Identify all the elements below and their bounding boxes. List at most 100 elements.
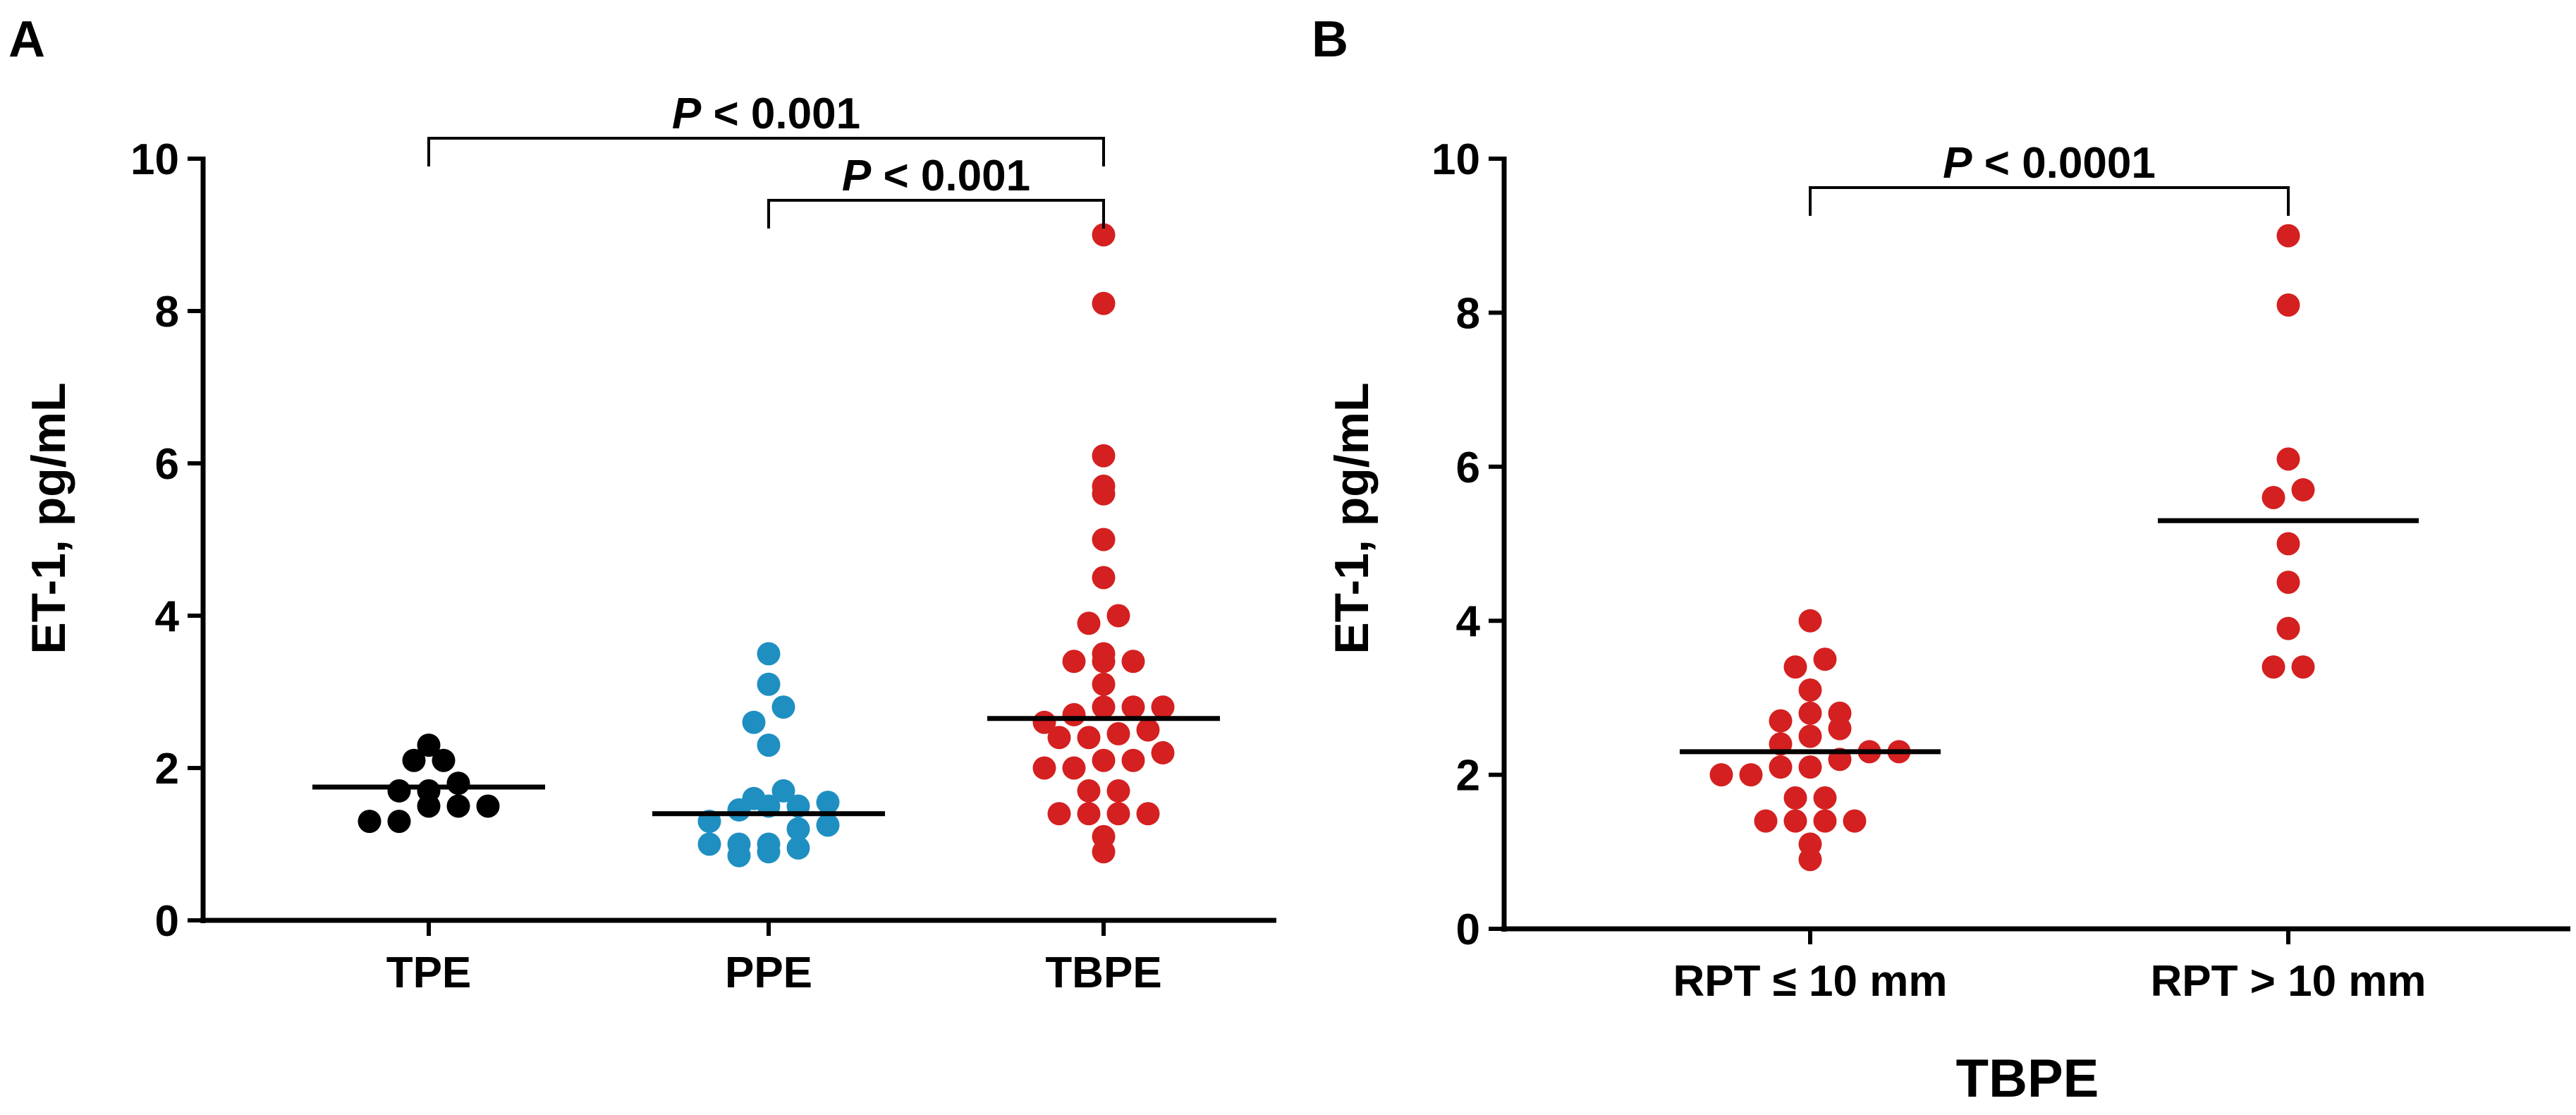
data-point <box>1754 809 1778 833</box>
significance-bracket <box>427 137 1105 166</box>
x-tick-label: RPT ≤ 10 mm <box>1673 957 1948 1006</box>
y-tick-label: 6 <box>155 440 179 489</box>
p-value-label: P < 0.0001 <box>1943 139 2156 188</box>
data-point <box>1709 763 1733 787</box>
data-point <box>1032 756 1056 780</box>
data-point <box>417 794 441 818</box>
panel-b-label: B <box>1312 11 1348 68</box>
data-point <box>1077 779 1101 803</box>
y-tick-label: 8 <box>155 288 179 336</box>
y-tick-label: 2 <box>155 745 179 793</box>
y-tick-label: 4 <box>1456 597 1481 646</box>
data-point <box>1106 779 1130 803</box>
data-point <box>1769 709 1793 733</box>
data-point <box>1077 611 1101 635</box>
data-point <box>1062 650 1086 674</box>
data-point <box>771 695 795 719</box>
y-tick-label: 10 <box>1432 135 1480 184</box>
p-value: < 0.0001 <box>1972 139 2156 188</box>
p-value: < 0.001 <box>701 90 860 138</box>
data-point <box>1092 840 1116 864</box>
data-point <box>1062 702 1086 726</box>
p-symbol: P <box>672 90 702 138</box>
data-point <box>2276 532 2300 556</box>
data-point <box>446 794 470 818</box>
y-tick-label: 2 <box>1456 752 1480 800</box>
data-point <box>757 672 781 696</box>
data-point <box>1092 482 1116 506</box>
data-point <box>1769 755 1793 779</box>
data-point <box>1121 650 1145 674</box>
data-point <box>2276 616 2300 640</box>
data-point <box>2276 447 2300 471</box>
panel-a-label: A <box>8 11 45 68</box>
data-point <box>446 772 470 796</box>
data-point <box>757 642 781 666</box>
panel-b: B ET-1, pg/mL TBPE 0 2 4 6 8 10 RPT ≤ 10 mm RPT… <box>1312 11 2570 1109</box>
data-point <box>1121 748 1145 772</box>
data-point <box>432 748 456 772</box>
data-point <box>1813 647 1837 671</box>
p-symbol: P <box>842 152 872 200</box>
data-point <box>1783 655 1807 679</box>
data-point <box>2276 571 2300 595</box>
data-point <box>1062 756 1086 780</box>
data-point <box>727 798 751 822</box>
data-point <box>1092 223 1116 247</box>
data-point <box>1092 566 1116 590</box>
y-tick-label: 8 <box>1456 289 1480 338</box>
data-point <box>1092 444 1116 468</box>
data-point <box>1092 528 1116 552</box>
p-value: < 0.001 <box>871 152 1030 200</box>
p-value-label: P < 0.001 <box>672 90 860 138</box>
x-tick-label: TPE <box>386 949 472 997</box>
data-point <box>1077 726 1101 750</box>
y-tick-label: 0 <box>155 897 179 946</box>
p-symbol: P <box>1943 139 1972 188</box>
data-point <box>1106 721 1130 745</box>
data-point <box>2261 655 2285 679</box>
panel-b-x-axis-label: TBPE <box>1956 1049 2099 1109</box>
data-point <box>786 817 810 841</box>
significance-bracket <box>767 199 1105 229</box>
data-point <box>476 794 500 818</box>
data-point <box>387 779 411 803</box>
data-point <box>1092 650 1116 674</box>
panel-b-plot: 0 2 4 6 8 10 RPT ≤ 10 mm RPT > 10 mm P < 0.0001 <box>1432 135 2570 1006</box>
data-point <box>1783 786 1807 810</box>
data-point <box>697 832 721 856</box>
x-tick-label: PPE <box>725 949 812 997</box>
data-point <box>727 843 751 867</box>
data-point <box>1798 755 1822 779</box>
panel-b-y-axis-label: ET-1, pg/mL <box>1325 382 1379 654</box>
data-point <box>2291 478 2315 502</box>
x-tick-label: RPT > 10 mm <box>2150 957 2426 1006</box>
data-point <box>2276 224 2300 248</box>
y-tick-label: 4 <box>155 592 180 641</box>
data-point <box>1047 802 1071 826</box>
data-point <box>2291 655 2315 679</box>
data-point <box>1121 695 1145 719</box>
significance-bracket <box>1809 186 2290 216</box>
data-point <box>1151 741 1175 764</box>
data-point <box>1136 718 1160 742</box>
data-point <box>786 836 810 860</box>
data-point <box>1092 291 1116 315</box>
data-point <box>387 810 411 834</box>
data-point <box>1843 809 1867 833</box>
data-point <box>1798 724 1822 748</box>
data-point <box>757 733 781 757</box>
data-point <box>1151 695 1175 719</box>
data-point <box>1798 609 1822 633</box>
data-point <box>358 810 381 834</box>
data-point <box>1092 695 1116 719</box>
y-tick-label: 6 <box>1456 444 1480 492</box>
data-point <box>402 748 426 772</box>
data-point <box>1739 763 1763 787</box>
x-tick-label: TBPE <box>1045 949 1161 997</box>
y-tick-label: 10 <box>130 135 179 184</box>
data-point <box>742 710 766 734</box>
data-point <box>771 779 795 803</box>
